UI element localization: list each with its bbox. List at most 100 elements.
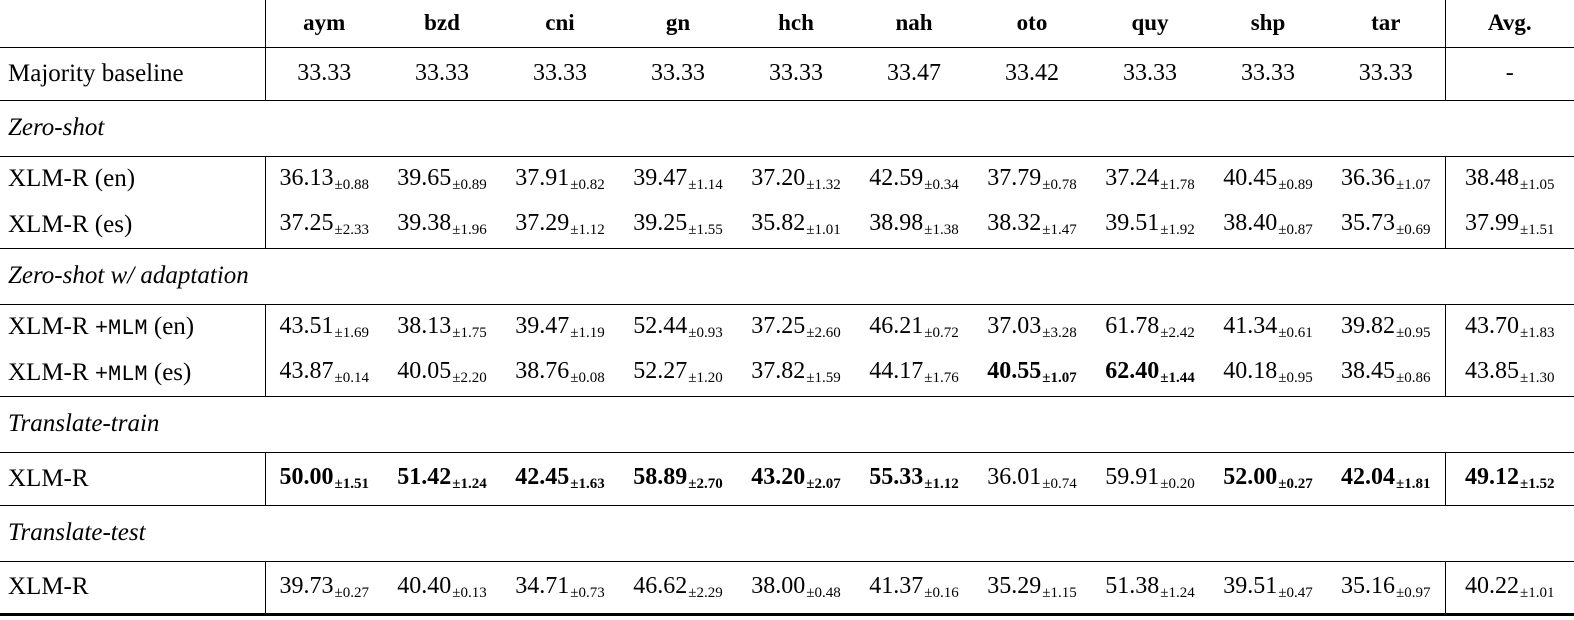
value-cell: 35.82±1.01: [737, 202, 855, 248]
value-main: 43.87: [279, 358, 334, 385]
value-cell: 38.98±1.38: [855, 202, 973, 248]
value-stddev: ±0.95: [1278, 370, 1313, 387]
value-main: 40.55: [987, 358, 1042, 385]
value-stddev: ±0.20: [1160, 476, 1195, 492]
value-stddev: ±1.14: [688, 176, 723, 193]
value-stddev: ±0.14: [334, 370, 369, 387]
value-main: 33.33: [533, 60, 587, 86]
value-stddev: ±1.38: [924, 222, 959, 239]
header-row: aym bzd cni gn hch nah oto quy shp tar Avg.: [0, 0, 1574, 47]
value-cell: 38.76±0.08: [501, 350, 619, 396]
value-main: 37.82: [751, 358, 806, 385]
section-row: Zero-shot: [0, 100, 1574, 156]
value-cell: 37.99±1.51: [1444, 202, 1574, 248]
value-main: 39.51: [1223, 572, 1278, 599]
value-main: 33.33: [1358, 60, 1413, 86]
section-label: Zero-shot w/ adaptation: [8, 262, 249, 289]
value-main: 58.89: [633, 464, 688, 490]
column-header: aym: [264, 0, 383, 47]
value-main: 33.33: [769, 60, 823, 86]
value-cell: 46.21±0.72: [855, 304, 973, 350]
value-cell: 40.40±0.13: [383, 561, 501, 614]
row-label-part: XLM-R (es): [8, 210, 133, 238]
value-cell: 43.51±1.69: [264, 304, 383, 350]
value-cell: 37.20±1.32: [737, 156, 855, 202]
section-row: Translate-train: [0, 396, 1574, 452]
value-cell: 39.38±1.96: [383, 202, 501, 248]
value-main: 35.82: [751, 210, 806, 237]
value-cell: 33.42: [973, 47, 1091, 100]
row-label: XLM-R +MLM (en): [0, 304, 265, 350]
value-main: 42.59: [869, 164, 924, 191]
table-row: XLM-R +MLM (es) 43.87±0.14 40.05±2.20 38.76…: [0, 350, 1574, 396]
value-cell: 39.25±1.55: [619, 202, 737, 248]
row-label-mono-part: +MLM: [94, 361, 148, 387]
value-main: 50.00: [279, 464, 334, 490]
row-label-part: (es): [147, 358, 192, 386]
value-main: 38.40: [1223, 210, 1278, 237]
value-stddev: ±0.88: [334, 176, 369, 193]
value-cell: 39.65±0.89: [383, 156, 501, 202]
row-label-part: (en): [147, 313, 195, 341]
value-main: 36.36: [1341, 164, 1395, 191]
value-cell: -: [1444, 47, 1574, 100]
value-stddev: ±0.73: [570, 584, 605, 601]
value-cell: 43.87±0.14: [264, 350, 383, 396]
value-stddev: ±2.70: [688, 476, 723, 492]
value-stddev: ±1.15: [1042, 584, 1077, 601]
value-main: 40.40: [397, 572, 452, 599]
value-cell: 58.89±2.70: [619, 452, 737, 505]
value-stddev: ±2.33: [334, 222, 369, 239]
value-cell: 36.36±1.07: [1327, 156, 1445, 202]
value-main: 40.22: [1465, 572, 1519, 599]
value-stddev: ±1.69: [334, 324, 369, 341]
value-main: 52.27: [633, 358, 688, 385]
value-main: 51.38: [1105, 572, 1160, 599]
value-cell: 40.22±1.01: [1444, 561, 1574, 614]
value-stddev: ±0.48: [806, 584, 841, 601]
value-main: 37.25: [279, 210, 334, 237]
value-stddev: ±1.19: [570, 324, 605, 341]
value-cell: 38.13±1.75: [383, 304, 501, 350]
value-main: 34.71: [515, 572, 570, 599]
value-main: 46.62: [633, 572, 688, 599]
value-cell: 51.38±1.24: [1091, 561, 1209, 614]
value-cell: 37.24±1.78: [1091, 156, 1209, 202]
row-label-part: Majority baseline: [8, 59, 184, 87]
value-cell: 38.45±0.86: [1327, 350, 1445, 396]
value-stddev: ±1.81: [1396, 476, 1431, 492]
column-header: tar: [1371, 10, 1401, 36]
value-main: 37.25: [751, 312, 806, 339]
value-stddev: ±0.27: [334, 584, 369, 601]
value-stddev: ±3.28: [1042, 324, 1077, 341]
value-cell: 37.91±0.82: [501, 156, 619, 202]
value-stddev: ±1.75: [452, 324, 487, 341]
value-cell: 42.59±0.34: [855, 156, 973, 202]
value-cell: 41.37±0.16: [855, 561, 973, 614]
value-stddev: ±0.16: [924, 584, 959, 601]
value-cell: 39.47±1.14: [619, 156, 737, 202]
column-header: Avg.: [1444, 0, 1574, 47]
value-cell: 38.40±0.87: [1209, 202, 1327, 248]
column-header: oto: [1016, 10, 1048, 36]
value-cell: 61.78±2.42: [1091, 304, 1209, 350]
value-stddev: ±1.01: [1520, 584, 1555, 601]
value-stddev: ±1.59: [806, 370, 841, 387]
value-main: 46.21: [869, 312, 924, 339]
value-cell: 50.00±1.51: [264, 452, 383, 505]
value-stddev: ±0.97: [1396, 584, 1431, 601]
value-stddev: ±0.82: [570, 176, 605, 193]
value-stddev: ±1.78: [1160, 176, 1195, 193]
value-cell: 33.33: [501, 47, 619, 100]
column-header: hch: [778, 10, 814, 36]
value-main: 43.70: [1465, 312, 1519, 339]
column-header: bzd: [424, 10, 460, 36]
value-main: 40.05: [397, 358, 452, 385]
value-main: 35.73: [1341, 210, 1395, 237]
row-label: XLM-R: [0, 452, 265, 505]
column-header: shp: [1250, 10, 1286, 36]
value-stddev: ±0.87: [1278, 222, 1313, 239]
value-main: 59.91: [1105, 464, 1160, 490]
